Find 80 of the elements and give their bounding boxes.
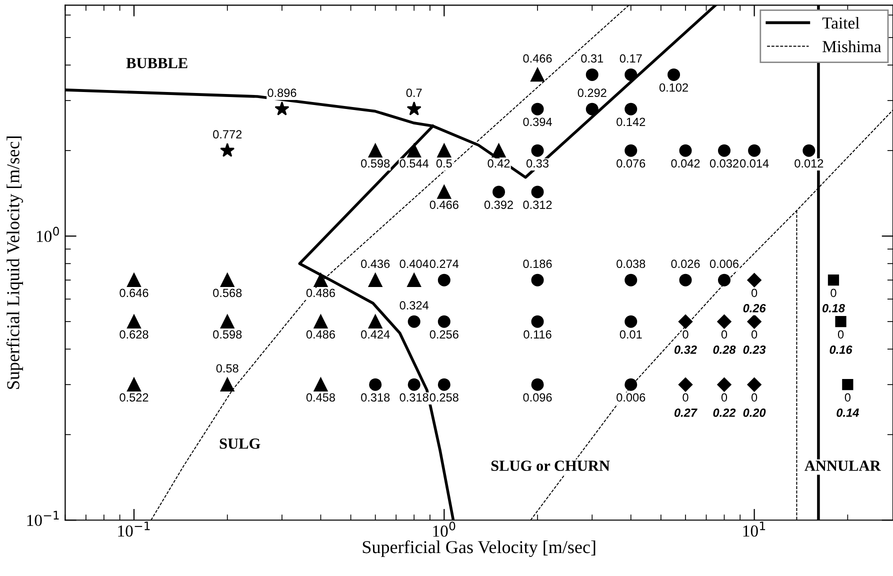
x-tick-label: 10$^{1}$ [743,522,766,537]
annotation: 0.896 [268,88,296,98]
annotation: 0.436 [361,260,390,268]
annotation: SLUG or CHURN [491,460,610,471]
annotation: 0.16 [830,346,852,354]
annotation: SULG [220,438,260,449]
annotation: 0.312 [523,200,552,209]
annotation: 0.076 [616,159,646,168]
annotation: 0.012 [794,159,824,168]
annotation: 0.01 [620,330,642,339]
annotation: 0.324 [400,301,429,310]
annotation: 0.486 [306,330,335,339]
annotation: 0.458 [306,393,335,402]
annotation: 0.22 [713,408,736,417]
annotation: 0.006 [616,393,646,402]
annotation: 0.42 [488,159,510,168]
annotation: 0.5 [436,159,452,168]
annotation: 0.186 [523,260,552,268]
annotation: 0.116 [524,330,552,339]
annotation: 0.628 [120,330,148,339]
annotation: 0 [830,288,836,298]
annotation: 0 [751,288,758,298]
annotation: 0.28 [713,346,736,354]
annotation: 0.318 [400,393,428,402]
annotation: 0.58 [216,364,238,373]
annotation: 0.772 [213,130,242,139]
annotation: 0.598 [213,330,242,339]
annotation: 0.18 [822,304,845,312]
annotation: 0.26 [743,304,766,312]
annotation: 0.318 [361,393,390,402]
annotation: 0.646 [120,288,148,298]
annotation: ANNULAR [804,460,881,471]
annotation: 0.522 [120,393,148,402]
annotation: 0 [844,393,850,402]
annotation: 0.17 [620,54,642,63]
x-tick-label: 10$^{0}$ [433,522,456,537]
annotation: 0 [682,330,688,339]
annotation: 0.486 [306,288,335,298]
annotation: 0.32 [674,346,697,354]
annotation: 0.31 [581,54,604,63]
annotation: 0.466 [430,200,458,209]
annotation: 0.568 [213,288,242,298]
annotation: 0.20 [743,408,766,417]
annotation: 0.292 [578,88,606,98]
annotation: 0.014 [740,159,769,168]
legend-label: Mishima [822,40,882,52]
annotation: 0.038 [616,260,646,268]
annotation: 0.102 [659,83,688,92]
annotation: 0.392 [484,200,513,209]
annotation: 0 [751,393,758,402]
annotation: 0 [682,393,688,402]
annotation: 0.544 [400,159,429,168]
annotation: 0.7 [406,88,422,98]
y-axis-title: Superficial Liquid Velocity [m/sec] [6,136,24,389]
annotation: 0.466 [523,54,552,63]
annotation: 0.404 [400,260,429,268]
annotation: 0.424 [361,330,390,339]
annotation: 0.274 [430,260,459,268]
annotation: 0.042 [671,159,700,168]
annotation: BUBBLE [126,58,188,68]
annotation: 0.026 [671,260,700,268]
annotation: 0.006 [710,260,739,268]
annotation: 0 [721,393,728,402]
annotation: 0.27 [674,408,698,417]
annotation: 0.256 [430,330,458,339]
annotation: 0 [838,330,844,339]
annotation: 0.258 [430,393,458,402]
annotation: 0.394 [523,118,552,126]
annotation: 0.096 [523,393,552,402]
annotation: 0 [751,330,758,339]
annotation: 0.142 [616,118,646,126]
annotation: 0.598 [361,159,390,168]
annotation: 0.33 [526,159,548,168]
annotation: 0.14 [836,408,859,417]
annotation: 0.23 [743,346,766,354]
x-axis-title: Superficial Gas Velocity [m/sec] [362,540,596,557]
x-tick-label: 10$^{−1}$ [118,522,150,537]
annotation: 0 [721,330,728,339]
legend-label: Taitel [822,16,860,29]
annotation: 0.032 [710,159,738,168]
